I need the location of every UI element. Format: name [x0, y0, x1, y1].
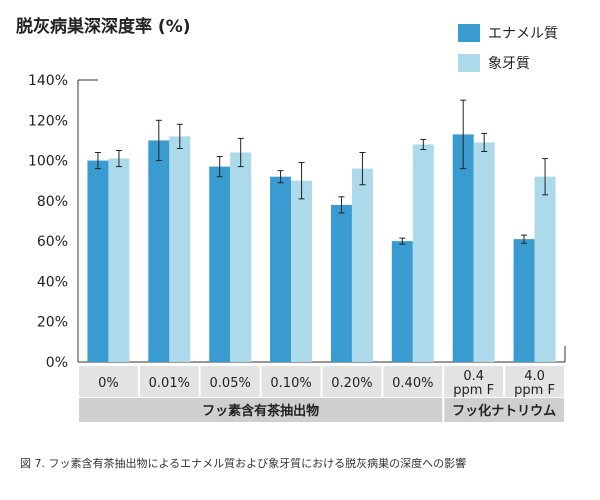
bar-enamel — [270, 176, 292, 362]
y-tick-label: 60% — [37, 234, 68, 250]
legend-label-dentin: 象牙質 — [488, 56, 530, 72]
bar-enamel — [87, 160, 109, 362]
chart-title: 脱灰病巣深深度率 (%) — [16, 17, 191, 37]
bar-dentin — [169, 136, 191, 362]
legend-swatch-enamel — [458, 24, 480, 42]
category-label: 0.10% — [270, 376, 311, 391]
y-tick-label: 120% — [28, 113, 68, 129]
category-label: 0.40% — [392, 376, 433, 391]
bar-dentin — [108, 158, 130, 362]
category-label-unit: ppm F — [514, 383, 555, 398]
group-label: フッ素含有茶抽出物 — [202, 403, 319, 419]
legend-label-enamel: エナメル質 — [488, 26, 558, 42]
category-label-bg — [261, 366, 321, 397]
category-label-bg — [200, 366, 260, 397]
bar-dentin — [534, 176, 556, 362]
bar-dentin — [230, 152, 252, 362]
legend-item-enamel: エナメル質 — [458, 22, 558, 44]
group-label: フッ化ナトリウム — [452, 403, 556, 419]
category-label-bg — [444, 366, 504, 397]
figure-caption: 図 7. フッ素含有茶抽出物によるエナメル質および象牙質における脱灰病巣の深度へ… — [20, 457, 467, 470]
bar-enamel — [452, 134, 474, 362]
bar-enamel — [330, 204, 352, 362]
bar-dentin — [412, 144, 434, 362]
bar-dentin — [291, 180, 313, 362]
bar-enamel — [148, 140, 170, 362]
category-label-unit: ppm F — [453, 383, 494, 398]
group-label-bg — [444, 398, 564, 422]
legend-item-dentin: 象牙質 — [458, 52, 558, 74]
bar-enamel — [513, 239, 535, 362]
category-label-bg — [79, 366, 138, 397]
y-tick-label: 20% — [37, 315, 68, 331]
category-label: 0.05% — [210, 376, 251, 391]
category-label: 0% — [98, 376, 119, 391]
legend: エナメル質 象牙質 — [458, 22, 558, 82]
y-tick-label: 40% — [37, 274, 68, 290]
category-label-bg — [505, 366, 564, 397]
y-tick-label: 140% — [28, 73, 68, 89]
group-label-bg — [79, 398, 443, 422]
legend-swatch-dentin — [458, 54, 480, 72]
category-label: 4.0 — [524, 369, 545, 384]
category-label: 0.01% — [149, 376, 190, 391]
category-label-bg — [383, 366, 443, 397]
bar-dentin — [351, 168, 373, 362]
y-tick-label: 0% — [46, 355, 68, 371]
bar-enamel — [391, 241, 413, 362]
category-label: 0.4 — [463, 369, 484, 384]
bar-enamel — [209, 166, 231, 362]
category-label: 0.20% — [331, 376, 372, 391]
bar-dentin — [473, 142, 495, 362]
category-label-bg — [322, 366, 382, 397]
category-label-bg — [139, 366, 199, 397]
y-tick-label: 100% — [28, 154, 68, 170]
y-tick-label: 80% — [37, 194, 68, 210]
